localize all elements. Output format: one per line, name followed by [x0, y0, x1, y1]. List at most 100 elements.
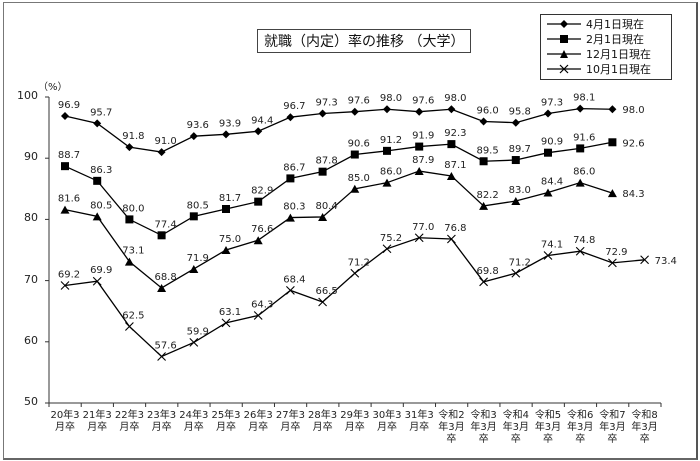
x-tick-label: 28年3 月卒: [308, 410, 338, 433]
square-marker-icon: [415, 142, 424, 151]
diamond-marker-icon: [93, 119, 102, 128]
data-label: 92.6: [622, 138, 644, 149]
y-axis-unit: （%）: [38, 82, 68, 93]
data-label: 87.8: [315, 156, 337, 167]
triangle-marker-icon: [221, 246, 231, 254]
triangle-marker-icon: [547, 49, 581, 58]
data-label: 80.3: [283, 202, 305, 213]
data-label: 91.2: [380, 135, 402, 146]
y-tick-label: 70: [24, 272, 38, 286]
legend-item-dec: 12月1日現在: [547, 46, 651, 61]
data-label: 74.8: [573, 235, 595, 246]
x-tick-label: 22年3 月卒: [114, 410, 144, 433]
data-label: 71.9: [187, 253, 209, 264]
y-tick-label: 50: [24, 395, 38, 408]
triangle-marker-icon: [350, 184, 360, 193]
cross-marker-icon: [382, 244, 392, 254]
square-marker-icon: [157, 231, 166, 240]
data-label: 91.6: [573, 132, 595, 143]
y-tick-label: 60: [24, 333, 38, 347]
x-tick-label: 25年3 月卒: [211, 410, 241, 433]
x-tick-label: 20年3 月卒: [50, 410, 80, 433]
cross-marker-icon: [253, 311, 263, 320]
data-label: 63.1: [219, 307, 241, 318]
data-label: 83.0: [509, 185, 531, 196]
data-label: 91.9: [412, 131, 434, 142]
square-marker-icon: [544, 148, 552, 157]
data-label: 86.0: [380, 167, 402, 178]
diamond-marker-icon: [547, 19, 581, 28]
diamond-marker-icon: [222, 130, 230, 139]
data-label: 96.7: [283, 101, 305, 112]
square-marker-icon: [350, 150, 359, 159]
data-label: 77.0: [412, 222, 434, 233]
data-label: 75.2: [380, 233, 402, 244]
data-label: 69.2: [58, 269, 80, 280]
square-marker-icon: [318, 167, 327, 176]
diamond-marker-icon: [254, 127, 263, 136]
triangle-marker-icon: [253, 236, 263, 245]
triangle-marker-icon: [318, 212, 328, 221]
data-label: 86.3: [90, 165, 112, 176]
triangle-marker-icon: [124, 257, 134, 266]
triangle-marker-icon: [414, 167, 424, 176]
diamond-marker-icon: [608, 105, 617, 114]
square-marker-icon: [93, 176, 102, 185]
y-tick-label: 90: [24, 150, 38, 164]
x-tick-label: 29年3 月卒: [340, 410, 370, 433]
square-marker-icon: [383, 146, 391, 155]
cross-marker-icon: [318, 297, 327, 307]
diamond-marker-icon: [189, 132, 198, 141]
x-tick-label: 21年3 月卒: [82, 410, 112, 433]
triangle-marker-icon: [575, 178, 585, 187]
triangle-marker-icon: [285, 213, 295, 222]
data-label: 98.0: [380, 93, 402, 104]
triangle-marker-icon: [157, 283, 167, 292]
triangle-marker-icon: [382, 178, 392, 187]
data-label: 98.0: [622, 105, 644, 116]
x-tick-label: 令和6 年3月卒: [567, 410, 594, 445]
data-label: 91.0: [154, 136, 176, 147]
triangle-marker-icon: [189, 264, 199, 273]
data-label: 94.4: [251, 115, 273, 126]
cross-marker-icon: [511, 268, 521, 278]
legend-label: 2月1日現在: [586, 32, 644, 46]
data-label: 86.0: [573, 167, 595, 178]
data-label: 81.7: [219, 193, 241, 204]
square-marker-icon: [608, 138, 617, 147]
x-tick-label: 24年3 月卒: [179, 410, 209, 433]
diamond-marker-icon: [125, 143, 134, 152]
data-label: 89.5: [476, 145, 498, 156]
square-marker-icon: [479, 157, 488, 166]
chart-legend: 4月1日現在 2月1日現在 12月1日現在 10月1日現在: [540, 14, 672, 80]
square-marker-icon: [222, 204, 230, 213]
series-line-0: [64, 107, 613, 153]
cross-marker-icon: [60, 281, 70, 290]
data-label: 77.4: [154, 219, 176, 230]
square-marker-icon: [189, 212, 198, 221]
x-tick-label: 令和7 年3月卒: [599, 410, 626, 445]
diamond-marker-icon: [286, 113, 295, 122]
series-line-2: [64, 170, 613, 289]
diamond-marker-icon: [479, 117, 488, 126]
cross-marker-icon: [286, 286, 295, 295]
cross-marker-icon: [640, 255, 649, 265]
data-label: 80.5: [90, 200, 112, 211]
data-label: 76.8: [444, 223, 466, 234]
square-marker-icon: [61, 162, 69, 171]
cross-marker-icon: [157, 352, 166, 361]
data-label: 84.3: [622, 189, 644, 200]
square-marker-icon: [254, 197, 263, 206]
diamond-marker-icon: [415, 107, 424, 116]
x-tick-label: 令和2 年3月卒: [438, 410, 465, 445]
legend-item-feb: 2月1日現在: [547, 31, 644, 46]
data-label: 90.6: [348, 139, 370, 150]
triangle-marker-icon: [92, 212, 102, 221]
data-label: 91.8: [122, 131, 144, 142]
data-label: 95.8: [509, 107, 531, 118]
legend-label: 10月1日現在: [586, 62, 651, 76]
y-tick-label: 100: [17, 89, 38, 102]
diamond-marker-icon: [318, 109, 327, 118]
data-label: 93.9: [219, 118, 241, 129]
